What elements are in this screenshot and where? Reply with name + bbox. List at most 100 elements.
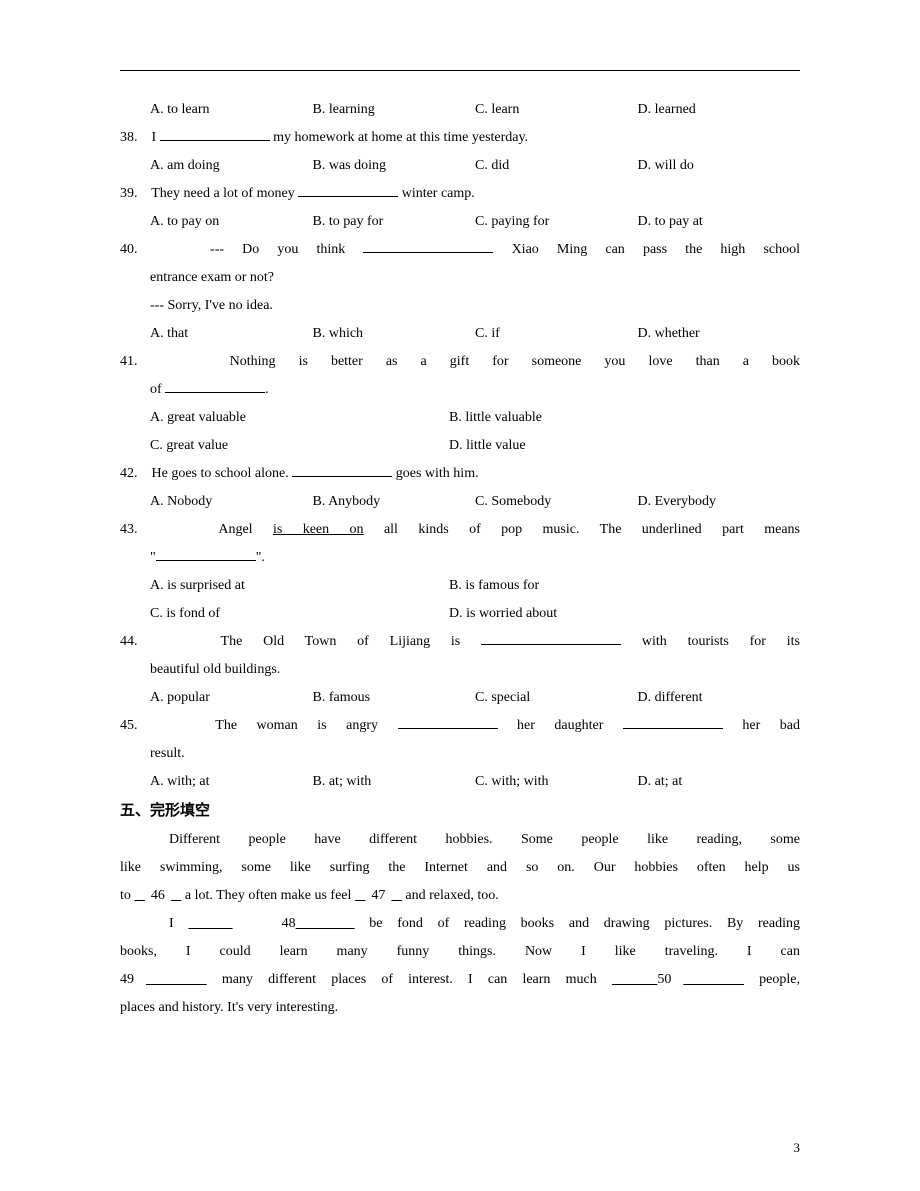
q38-choices: A. am doing B. was doing C. did D. will … [120,152,800,180]
blank-49: 49 [120,972,207,987]
q44-choice-a: A. popular [150,684,313,712]
q42-choice-b: B. Anybody [313,488,476,516]
q42-num: 42. [120,466,138,481]
q40-line1: 40. --- Do you think Xiao Ming can pass … [120,236,800,264]
cloze-p1c-mid: a lot. They often make us feel [181,888,355,903]
q43-choices-ab: A. is surprised at B. is famous for [120,572,800,600]
q40-choice-c: C. if [475,320,638,348]
cloze-p2-line2: books, I could learn many funny things. … [120,938,800,966]
q45-line1: 45. The woman is angry her daughter her … [120,712,800,740]
cloze-p1-line3: to 46 a lot. They often make us feel 47 … [120,882,800,910]
q42-choice-d: D. Everybody [638,488,801,516]
q42-post: goes with him. [392,466,478,481]
q42-choices: A. Nobody B. Anybody C. Somebody D. Ever… [120,488,800,516]
fill-blank [156,546,256,561]
q45-choice-c: C. with; with [475,768,638,796]
q44-choice-c: C. special [475,684,638,712]
q38-choice-b: B. was doing [313,152,476,180]
q45-choices: A. with; at B. at; with C. with; with D.… [120,768,800,796]
q43-line1: 43. Angel is keen on all kinds of pop mu… [120,516,800,544]
q45-choice-a: A. with; at [150,768,313,796]
q42: 42. He goes to school alone. goes with h… [120,460,800,488]
q38-pre: I [152,130,160,145]
q40-choices: A. that B. which C. if D. whether [120,320,800,348]
q45-line2: result. [120,740,800,768]
q44-post: with tourists for its [621,634,800,649]
q44-line2: beautiful old buildings. [120,656,800,684]
q42-choice-c: C. Somebody [475,488,638,516]
q40-choice-a: A. that [150,320,313,348]
cloze-p2-line3: 49 many different places of interest. I … [120,966,800,994]
q41-post2: . [265,382,269,397]
q39-choice-c: C. paying for [475,208,638,236]
fill-blank [298,182,398,197]
fill-blank [623,714,723,729]
q41-choice-b: B. little valuable [449,404,748,432]
q42-pre: He goes to school alone. [152,466,293,481]
blank-47: 47 [355,888,402,903]
cloze-p2a-pre: I [169,916,188,931]
q38-num: 38. [120,130,138,145]
q44-num: 44. [120,634,138,649]
q45-choice-d: D. at; at [638,768,801,796]
q43-choice-a: A. is surprised at [150,572,449,600]
q41-choice-a: A. great valuable [150,404,449,432]
cloze-p1c-post: and relaxed, too. [402,888,499,903]
q38: 38. I my homework at home at this time y… [120,124,800,152]
q43-choices-cd: C. is fond of D. is worried about [120,600,800,628]
q37-choices: A. to learn B. learning C. learn D. lear… [120,96,800,124]
section5-title: 五、完形填空 [120,796,800,826]
q42-choice-a: A. Nobody [150,488,313,516]
q39-num: 39. [120,186,138,201]
cloze-p2c-post: people, [744,972,800,987]
q44-line1: 44. The Old Town of Lijiang is with tour… [120,628,800,656]
fill-blank [398,714,498,729]
q39-pre: They need a lot of money [151,186,298,201]
q37-choice-b: B. learning [313,96,476,124]
q37-choice-a: A. to learn [150,96,313,124]
fill-blank [292,462,392,477]
page-top-rule [120,70,800,71]
q41-choices-ab: A. great valuable B. little valuable [120,404,800,432]
q45-mid: her daughter [498,718,623,733]
q39-choice-b: B. to pay for [313,208,476,236]
q39-choices: A. to pay on B. to pay for C. paying for… [120,208,800,236]
q40-num: 40. [120,242,138,257]
fill-blank [363,238,493,253]
q44-pre: The Old Town of Lijiang is [221,634,482,649]
q43-choice-d: D. is worried about [449,600,748,628]
page-number: 3 [794,1135,801,1161]
q43-post2: ". [256,550,265,565]
q38-choice-d: D. will do [638,152,801,180]
cloze-p2a-post: be fond of reading books and drawing pic… [355,916,800,931]
q44-choices: A. popular B. famous C. special D. diffe… [120,684,800,712]
q37-choice-c: C. learn [475,96,638,124]
q44-choice-d: D. different [638,684,801,712]
cloze-p2-line1: I 48 be fond of reading books and drawin… [120,910,800,938]
q39-post: winter camp. [398,186,475,201]
q43-post1: all kinds of pop music. The underlined p… [364,522,800,537]
cloze-p1c-pre: to [120,888,134,903]
q45-pre: The woman is angry [215,718,397,733]
q45-post: her bad [723,718,800,733]
q43-line2: "". [120,544,800,572]
q38-choice-c: C. did [475,152,638,180]
q41-line1: 41. Nothing is better as a gift for some… [120,348,800,376]
q45-num: 45. [120,718,138,733]
q40-line3: --- Sorry, I've no idea. [120,292,800,320]
q40-post: Xiao Ming can pass the high school [493,242,800,257]
q38-post: my homework at home at this time yesterd… [270,130,528,145]
q43-choice-c: C. is fond of [150,600,449,628]
q45-choice-b: B. at; with [313,768,476,796]
cloze-p2c-mid: many different places of interest. I can… [207,972,612,987]
cloze-p1-line2: like swimming, some like surfing the Int… [120,854,800,882]
q37-choice-d: D. learned [638,96,801,124]
q41-choice-d: D. little value [449,432,748,460]
q38-choice-a: A. am doing [150,152,313,180]
q41-line2: of . [120,376,800,404]
q43-underlined: is keen on [273,522,364,537]
fill-blank [481,630,621,645]
q41-choice-c: C. great value [150,432,449,460]
q41-pre2: of [150,382,165,397]
q41-num: 41. [120,354,138,369]
